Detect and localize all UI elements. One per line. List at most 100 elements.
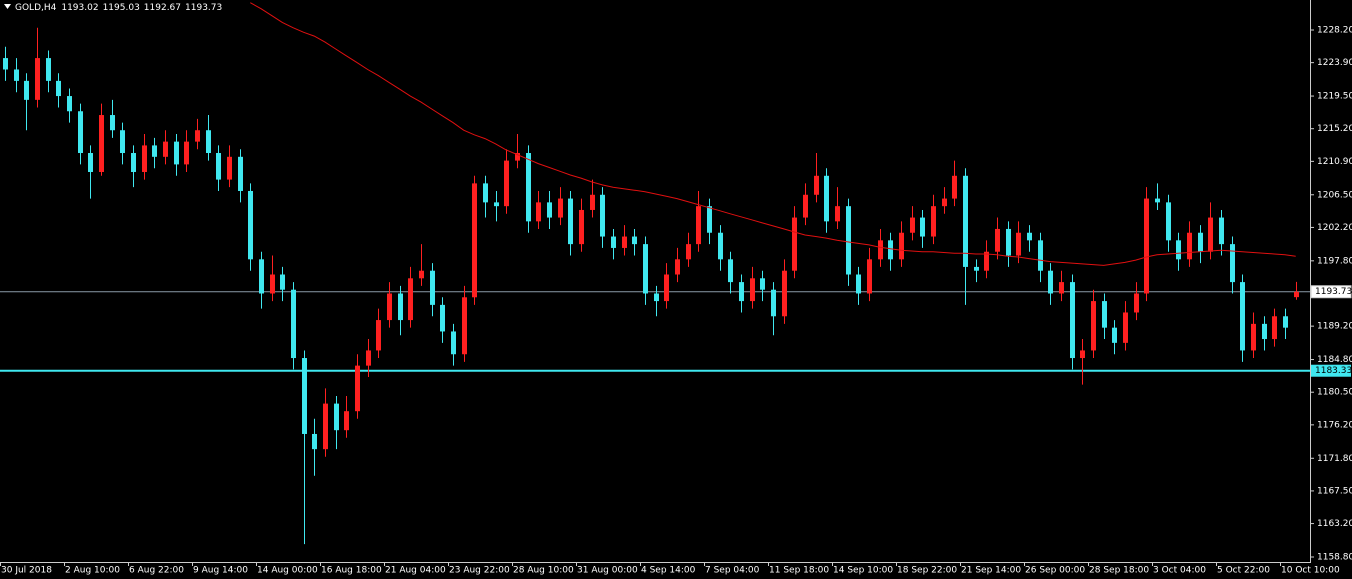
candle-body (643, 244, 648, 294)
candle-body (888, 240, 893, 260)
candle-body (1144, 198, 1149, 294)
candle-body (739, 282, 744, 302)
candle-body (536, 202, 541, 222)
x-tick-label: 16 Aug 18:00 (321, 566, 382, 576)
candle-body (1112, 327, 1117, 343)
candle-body (440, 304, 445, 332)
candle-body (664, 274, 669, 302)
candle-body (632, 236, 637, 245)
x-tick-label: 6 Aug 22:00 (129, 566, 184, 576)
candle-body (195, 130, 200, 142)
candle-body (110, 115, 115, 131)
x-tick-label: 28 Sep 18:00 (1089, 566, 1149, 576)
candle-body (334, 403, 339, 431)
candle-body (24, 80, 29, 100)
candle-body (547, 202, 552, 218)
candle-body (910, 217, 915, 233)
x-tick-label: 31 Aug 00:00 (577, 566, 638, 576)
y-tick-label: 1180.50 (1317, 388, 1352, 398)
candle-body (174, 141, 179, 165)
candle-body (430, 270, 435, 305)
y-tick-label: 1215.20 (1317, 124, 1352, 134)
level-label: 1183.33 (1315, 366, 1352, 376)
candle-body (995, 228, 1000, 252)
candle-body (942, 198, 947, 207)
candle-body (3, 58, 8, 70)
x-tick-label: 14 Aug 00:00 (257, 566, 318, 576)
candle-body (280, 274, 285, 290)
candle-body (1240, 282, 1245, 351)
low-quote: 1192.67 (144, 3, 181, 13)
candle-body (696, 206, 701, 245)
candle-body (1038, 240, 1043, 271)
candle-body (718, 232, 723, 260)
candle-body (1230, 244, 1235, 283)
candle-body (686, 244, 691, 260)
candle-body (67, 96, 72, 112)
x-tick-label: 11 Sep 18:00 (769, 566, 829, 576)
candle-body (248, 190, 253, 260)
candle-body (1166, 202, 1171, 241)
candle-body (1091, 301, 1096, 351)
candle-body (622, 236, 627, 248)
candle-body (1006, 228, 1011, 256)
y-tick-label: 1176.20 (1317, 420, 1352, 430)
candle-body (611, 236, 616, 248)
candle-body (344, 411, 349, 431)
candle-body (1048, 270, 1053, 294)
candle-body (142, 145, 147, 172)
candle-body (963, 175, 968, 267)
y-tick-label: 1210.90 (1317, 157, 1352, 167)
candle-body (99, 115, 104, 172)
candle-body (600, 194, 605, 237)
x-tick-label: 30 Jul 2018 (1, 566, 52, 576)
moving-average (250, 2, 1296, 266)
candle-body (1283, 316, 1288, 328)
y-tick-label: 1202.20 (1317, 223, 1352, 233)
open-quote: 1193.02 (61, 3, 98, 13)
y-tick-label: 1206.50 (1317, 190, 1352, 200)
candle-body (792, 217, 797, 271)
high-quote: 1195.03 (103, 3, 140, 13)
candle-body (1187, 232, 1192, 260)
x-tick-label: 2 Aug 10:00 (65, 566, 120, 576)
candle-body (1080, 350, 1085, 359)
menu-arrow[interactable] (4, 4, 11, 9)
candle-body (206, 130, 211, 154)
candle-body (1219, 217, 1224, 245)
candle-body (515, 153, 520, 161)
candle-body (835, 206, 840, 222)
plot-area (0, 2, 1310, 545)
candle-body (782, 270, 787, 317)
candle-body (846, 206, 851, 275)
candle-body (867, 259, 872, 294)
candle-body (984, 251, 989, 271)
candle-body (590, 194, 595, 210)
candle-body (558, 198, 563, 218)
candle-body (1059, 282, 1064, 294)
candle-body (216, 153, 221, 180)
candle-body (184, 141, 189, 165)
bid-label-box (1310, 285, 1352, 299)
y-tick-label: 1167.50 (1317, 486, 1352, 496)
candle-body (291, 289, 296, 359)
y-tick-label: 1184.80 (1317, 355, 1352, 365)
candle-body (419, 270, 424, 279)
x-tick-label: 5 Oct 22:00 (1217, 566, 1270, 576)
candle-body (323, 403, 328, 450)
candle-body (931, 206, 936, 237)
candle-body (707, 206, 712, 233)
candle-body (1134, 293, 1139, 313)
candle-body (302, 358, 307, 434)
x-tick-label: 21 Aug 04:00 (385, 566, 446, 576)
candle-body (14, 69, 19, 81)
candle-body (750, 278, 755, 302)
symbol: GOLD,H4 (15, 3, 57, 13)
candle-body (899, 232, 904, 260)
candle-body (814, 175, 819, 195)
candle-body (803, 194, 808, 218)
x-tick-label: 7 Sep 04:00 (705, 566, 760, 576)
candle-body (824, 175, 829, 222)
candle-body (1102, 301, 1107, 328)
